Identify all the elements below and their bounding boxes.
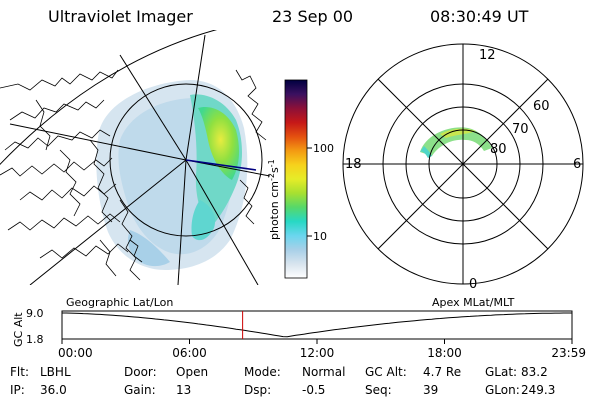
lat-label-60: 60 — [533, 99, 550, 114]
coastlines — [0, 69, 267, 281]
mlt-label-0: 0 — [469, 277, 477, 292]
image-date: 23 Sep 00 — [272, 7, 354, 26]
altitude-x-ticks: 00:00 06:00 12:00 18:00 23:59 — [58, 339, 586, 360]
image-time: 08:30:49 UT — [430, 7, 529, 26]
status-value: Open — [176, 365, 209, 379]
projection-line — [185, 159, 257, 171]
status-key: IP: — [10, 383, 25, 397]
colorbar-title: photon cm-2s-1 — [267, 159, 281, 240]
status-key: Flt: — [10, 365, 29, 379]
polar-auroral-oval — [420, 127, 492, 156]
colorbar-gradient — [284, 79, 308, 279]
geographic-title: Geographic Lat/Lon — [66, 296, 173, 309]
colorbar: 100 10 photon cm-2s-1 — [267, 79, 334, 279]
colorbar-label-100: 100 — [313, 142, 334, 155]
altitude-ytick-bottom: 1.8 — [26, 333, 44, 346]
auroral-emission — [96, 80, 248, 270]
status-key: GC Alt: — [365, 365, 407, 379]
altitude-xtick-label: 12:00 — [300, 346, 335, 360]
altitude-ytick-top: 9.0 — [26, 307, 44, 320]
lat-label-70: 70 — [512, 122, 529, 137]
status-value: Normal — [302, 365, 346, 379]
status-value: 39 — [423, 383, 439, 397]
latlon-grid — [0, 30, 270, 285]
status-value: 4.7 Re — [423, 365, 462, 379]
status-key: Mode: — [244, 365, 281, 379]
mlt-label-6: 6 — [573, 157, 581, 172]
altitude-xtick-label: 00:00 — [58, 346, 93, 360]
status-key: Gain: — [124, 383, 156, 397]
status-key: Door: — [124, 365, 157, 379]
status-key: GLat: — [485, 365, 518, 379]
altitude-xtick-label: 23:59 — [551, 346, 586, 360]
status-value: 36.0 — [40, 383, 67, 397]
status-value: 83.2 — [521, 365, 548, 379]
altitude-plot: 00:00 06:00 12:00 18:00 23:59 GC Alt 9.0 1.8… — [12, 296, 586, 360]
instrument-title: Ultraviolet Imager — [48, 7, 193, 26]
mlt-label-18: 18 — [345, 157, 362, 172]
mlt-label-12: 12 — [479, 48, 496, 63]
status-key: Seq: — [365, 383, 392, 397]
polar-plot: 12 0 18 6 60 70 80 — [342, 43, 584, 292]
altitude-curve — [62, 312, 572, 338]
status-value: 249.3 — [521, 383, 556, 397]
altitude-xtick-label: 18:00 — [427, 346, 462, 360]
lat-label-80: 80 — [490, 142, 507, 157]
status-key: Dsp: — [244, 383, 272, 397]
status-value: LBHL — [40, 365, 71, 379]
colorbar-label-10: 10 — [313, 230, 327, 243]
altitude-xtick-label: 06:00 — [172, 346, 207, 360]
apex-title: Apex MLat/MLT — [432, 296, 515, 309]
altitude-ylabel: GC Alt — [12, 312, 25, 347]
status-key: GLon: — [485, 383, 520, 397]
polar-grid — [342, 43, 584, 285]
geographic-map-panel — [0, 30, 270, 285]
status-value: 13 — [176, 383, 192, 397]
status-value: -0.5 — [302, 383, 326, 397]
